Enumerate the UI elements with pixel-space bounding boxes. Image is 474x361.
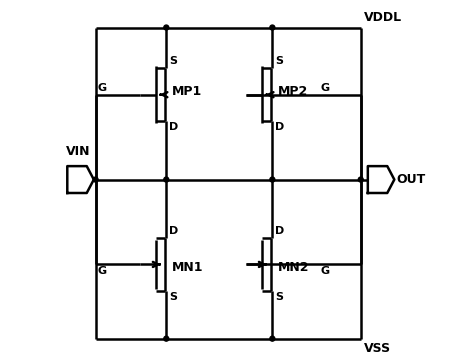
Circle shape [164, 25, 169, 30]
Text: VDDL: VDDL [365, 11, 402, 24]
Text: D: D [275, 226, 284, 236]
Text: S: S [275, 56, 283, 66]
Circle shape [358, 177, 363, 182]
Circle shape [270, 336, 275, 341]
Text: VIN: VIN [65, 145, 90, 158]
Circle shape [164, 177, 169, 182]
Text: S: S [275, 292, 283, 302]
Text: MP1: MP1 [172, 85, 202, 98]
Text: G: G [320, 266, 329, 276]
Text: VSS: VSS [365, 342, 392, 355]
Circle shape [270, 25, 275, 30]
Text: S: S [169, 292, 177, 302]
Text: D: D [169, 122, 178, 132]
Text: S: S [169, 56, 177, 66]
Circle shape [270, 177, 275, 182]
Text: OUT: OUT [396, 173, 425, 186]
Circle shape [93, 177, 98, 182]
Text: G: G [97, 83, 107, 93]
Text: D: D [275, 122, 284, 132]
Text: G: G [97, 266, 107, 276]
Text: MN2: MN2 [278, 261, 309, 274]
Text: MP2: MP2 [278, 85, 308, 98]
Text: G: G [320, 83, 329, 93]
Circle shape [164, 336, 169, 341]
Text: D: D [169, 226, 178, 236]
Text: MN1: MN1 [172, 261, 203, 274]
